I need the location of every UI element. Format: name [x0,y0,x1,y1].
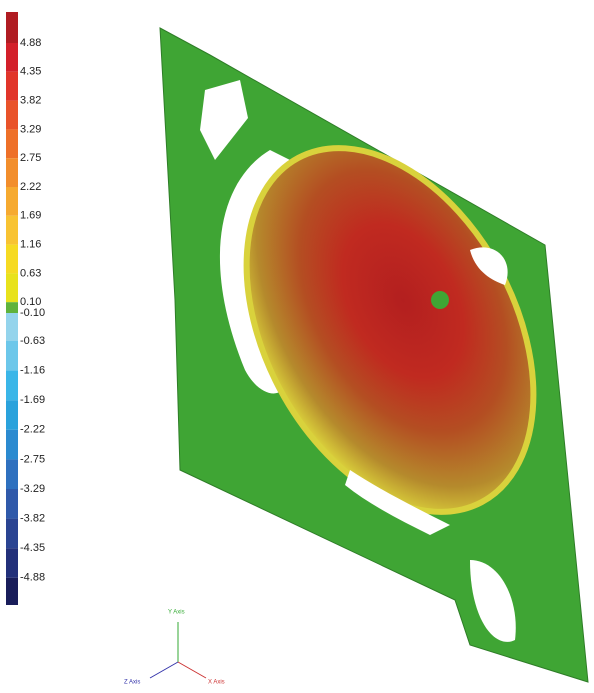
surface [160,28,592,682]
legend-label: 4.35 [20,66,41,78]
legend-label: -0.10 [20,307,45,319]
legend-swatch [6,129,18,158]
legend-label: 4.88 [20,37,41,49]
legend-label: -1.16 [20,365,45,377]
legend-label: -1.69 [20,394,45,406]
legend-swatch [6,43,18,72]
legend-swatch [6,302,18,313]
legend-label: 1.16 [20,239,41,251]
legend-swatch [6,578,18,605]
legend-label: 0.63 [20,267,41,279]
legend-swatch [6,187,18,216]
viewport: 4.884.353.823.292.752.221.691.160.630.10… [0,0,594,688]
legend-label: -3.29 [20,483,45,495]
legend-label: -4.88 [20,572,45,584]
legend-swatch [6,489,18,519]
legend-swatch [6,158,18,187]
legend-label: 2.22 [20,181,41,193]
legend-swatch [6,371,18,401]
legend-swatch [6,216,18,245]
axis-triad: Y Axis Z Axis X Axis [124,610,225,686]
legend-swatch [6,72,18,101]
y-axis-label: Y Axis [168,610,185,616]
legend-label: 3.82 [20,95,41,107]
legend-label: 3.29 [20,123,41,135]
legend-swatch [6,12,18,43]
legend-swatch [6,101,18,130]
z-axis-label: Z Axis [124,680,140,686]
legend-swatch [6,313,18,341]
legend-swatch [6,519,18,549]
legend-label: -3.82 [20,513,45,525]
legend-swatch [6,548,18,578]
legend-swatch [6,245,18,274]
legend-swatch [6,400,18,430]
legend-label: 1.69 [20,210,41,222]
x-axis-label: X Axis [208,680,225,686]
legend-label: 2.75 [20,152,41,164]
legend-label: -4.35 [20,542,45,554]
legend-label: -0.63 [20,335,45,347]
legend-swatch [6,459,18,489]
legend-swatch [6,430,18,460]
legend-label: -2.75 [20,453,45,465]
legend-swatch [6,273,18,302]
color-legend: 4.884.353.823.292.752.221.691.160.630.10… [6,12,45,605]
legend-label: -2.22 [20,424,45,436]
legend-swatch [6,341,18,371]
